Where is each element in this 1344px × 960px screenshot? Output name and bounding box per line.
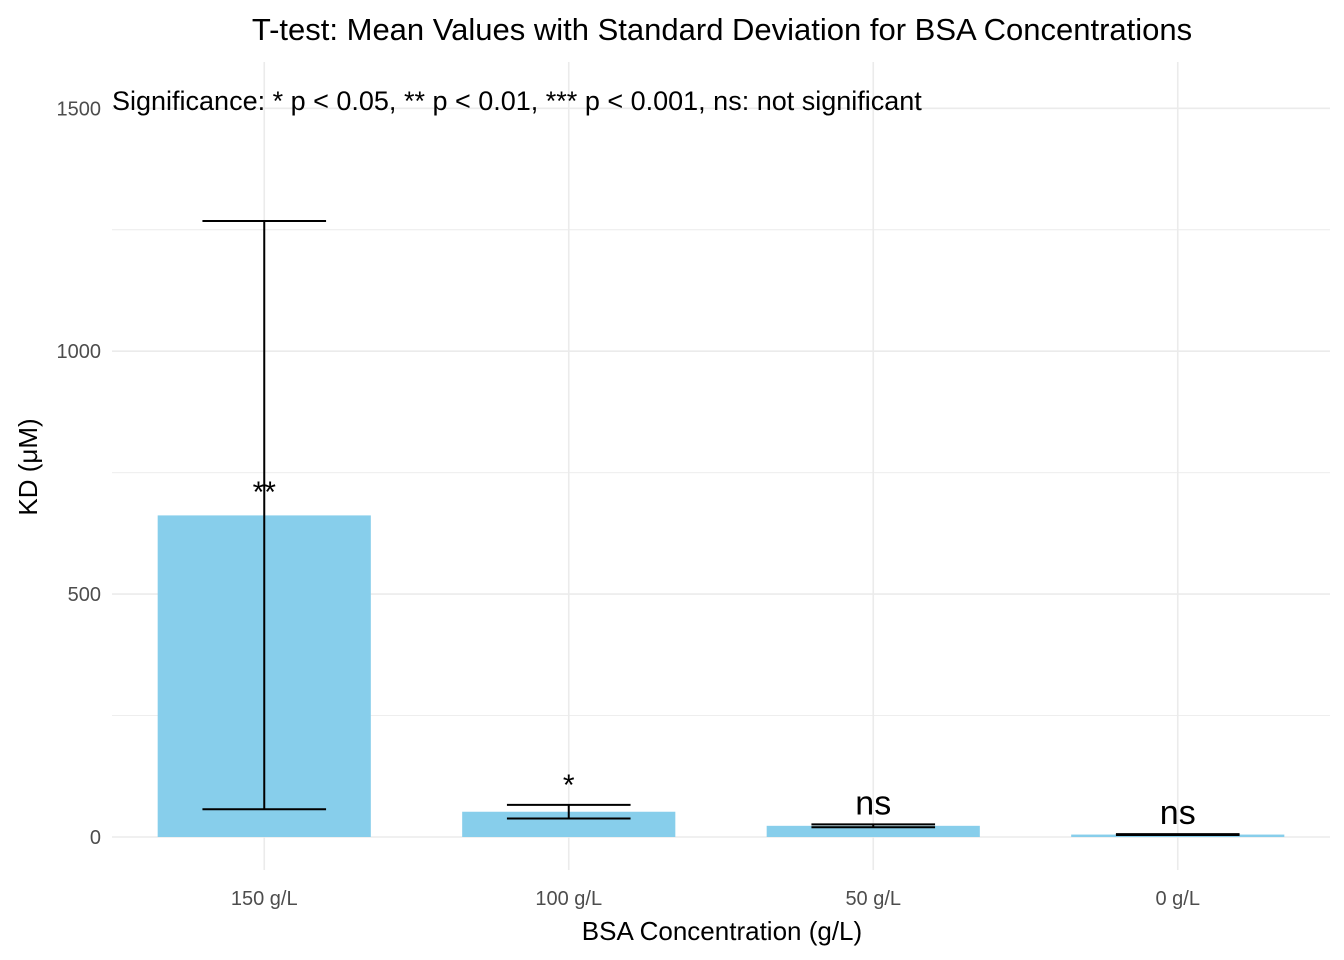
- y-axis-title: KD (μM): [13, 418, 43, 515]
- x-tick-label: 50 g/L: [845, 888, 901, 910]
- error-bar-1: [202, 220, 327, 811]
- error-bars: [202, 220, 1240, 837]
- error-bar-3: [811, 823, 936, 829]
- bars: [157, 515, 1285, 837]
- significance-label-3: ns: [855, 784, 891, 822]
- x-tick-label: 150 g/L: [231, 888, 298, 910]
- y-tick-label: 1000: [57, 341, 102, 363]
- error-bar-4: [1115, 833, 1240, 837]
- x-axis-ticks: 150 g/L 100 g/L 50 g/L 0 g/L: [231, 888, 1200, 910]
- chart-title: T-test: Mean Values with Standard Deviat…: [252, 12, 1192, 47]
- y-tick-label: 0: [90, 827, 101, 849]
- y-axis-ticks: 0 500 1000 1500: [57, 98, 102, 849]
- significance-label-4: ns: [1160, 794, 1196, 832]
- significance-label-1: **: [253, 476, 277, 509]
- significance-legend: Significance: * p < 0.05, ** p < 0.01, *…: [112, 86, 922, 116]
- x-tick-label: 100 g/L: [535, 888, 602, 910]
- significance-labels: *** ns ns: [253, 476, 1196, 832]
- error-bar-2: [506, 803, 631, 820]
- y-tick-label: 500: [68, 584, 101, 606]
- x-tick-label: 0 g/L: [1156, 888, 1200, 910]
- bar-3: [766, 825, 980, 837]
- x-axis-title: BSA Concentration (g/L): [582, 916, 862, 946]
- y-tick-label: 1500: [57, 98, 102, 120]
- significance-label-2: *: [563, 769, 575, 802]
